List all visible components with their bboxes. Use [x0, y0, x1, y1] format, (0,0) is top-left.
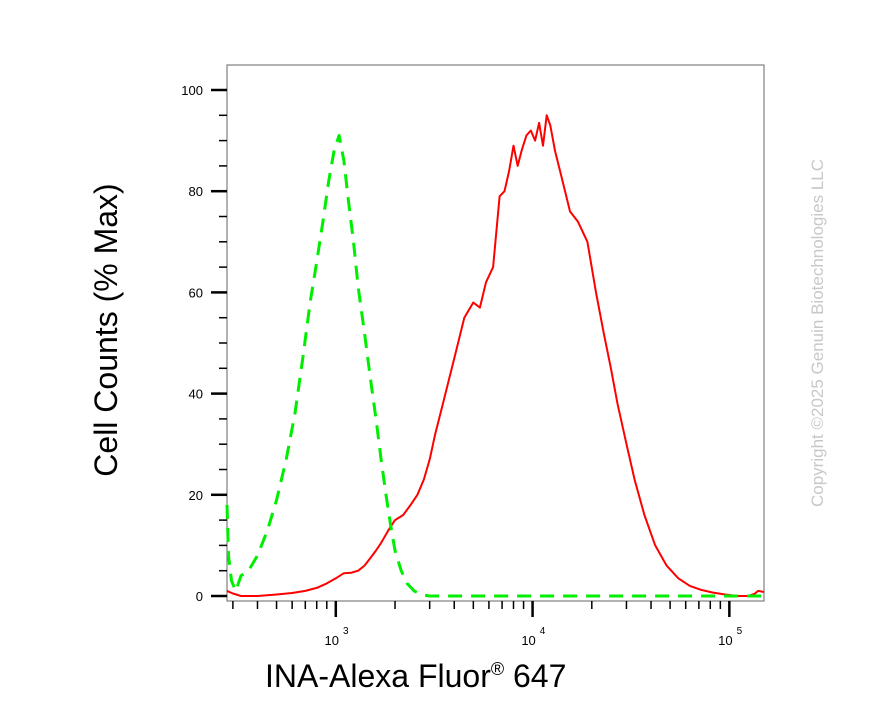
x-axis: 10 3 10 4 10 5 — [232, 601, 743, 648]
x-axis-title-sup: ® — [491, 659, 504, 679]
x-tick-exponent: 5 — [737, 626, 743, 637]
y-tick-label: 60 — [189, 285, 203, 300]
y-tick-label: 20 — [189, 488, 203, 503]
y-axis: 0 20 40 60 80 100 — [181, 83, 227, 604]
x-axis-title: INA-Alexa Fluor® 647 — [265, 658, 566, 694]
x-axis-title-main: INA-Alexa Fluor — [265, 658, 491, 694]
x-tick-label: 10 — [521, 633, 535, 648]
x-axis-title-suffix: 647 — [504, 658, 566, 694]
series-layer — [225, 114, 765, 598]
y-tick-label: 40 — [189, 387, 203, 402]
copyright-watermark: Copyright ©2025 Genuin Biotechnologies L… — [808, 159, 827, 507]
x-tick-label: 10 — [325, 633, 339, 648]
x-tick-exponent: 3 — [343, 626, 349, 637]
y-tick-label: 80 — [189, 184, 203, 199]
plot-frame — [226, 64, 765, 602]
series-line-red — [226, 114, 765, 597]
series-line-green-dashed — [225, 134, 764, 598]
x-tick-label: 10 — [718, 633, 732, 648]
y-axis-title: Cell Counts (% Max) — [88, 183, 124, 476]
y-tick-label: 0 — [196, 589, 203, 604]
plot-border — [226, 64, 765, 602]
y-tick-label: 100 — [181, 83, 203, 98]
x-tick-exponent: 4 — [540, 626, 546, 637]
